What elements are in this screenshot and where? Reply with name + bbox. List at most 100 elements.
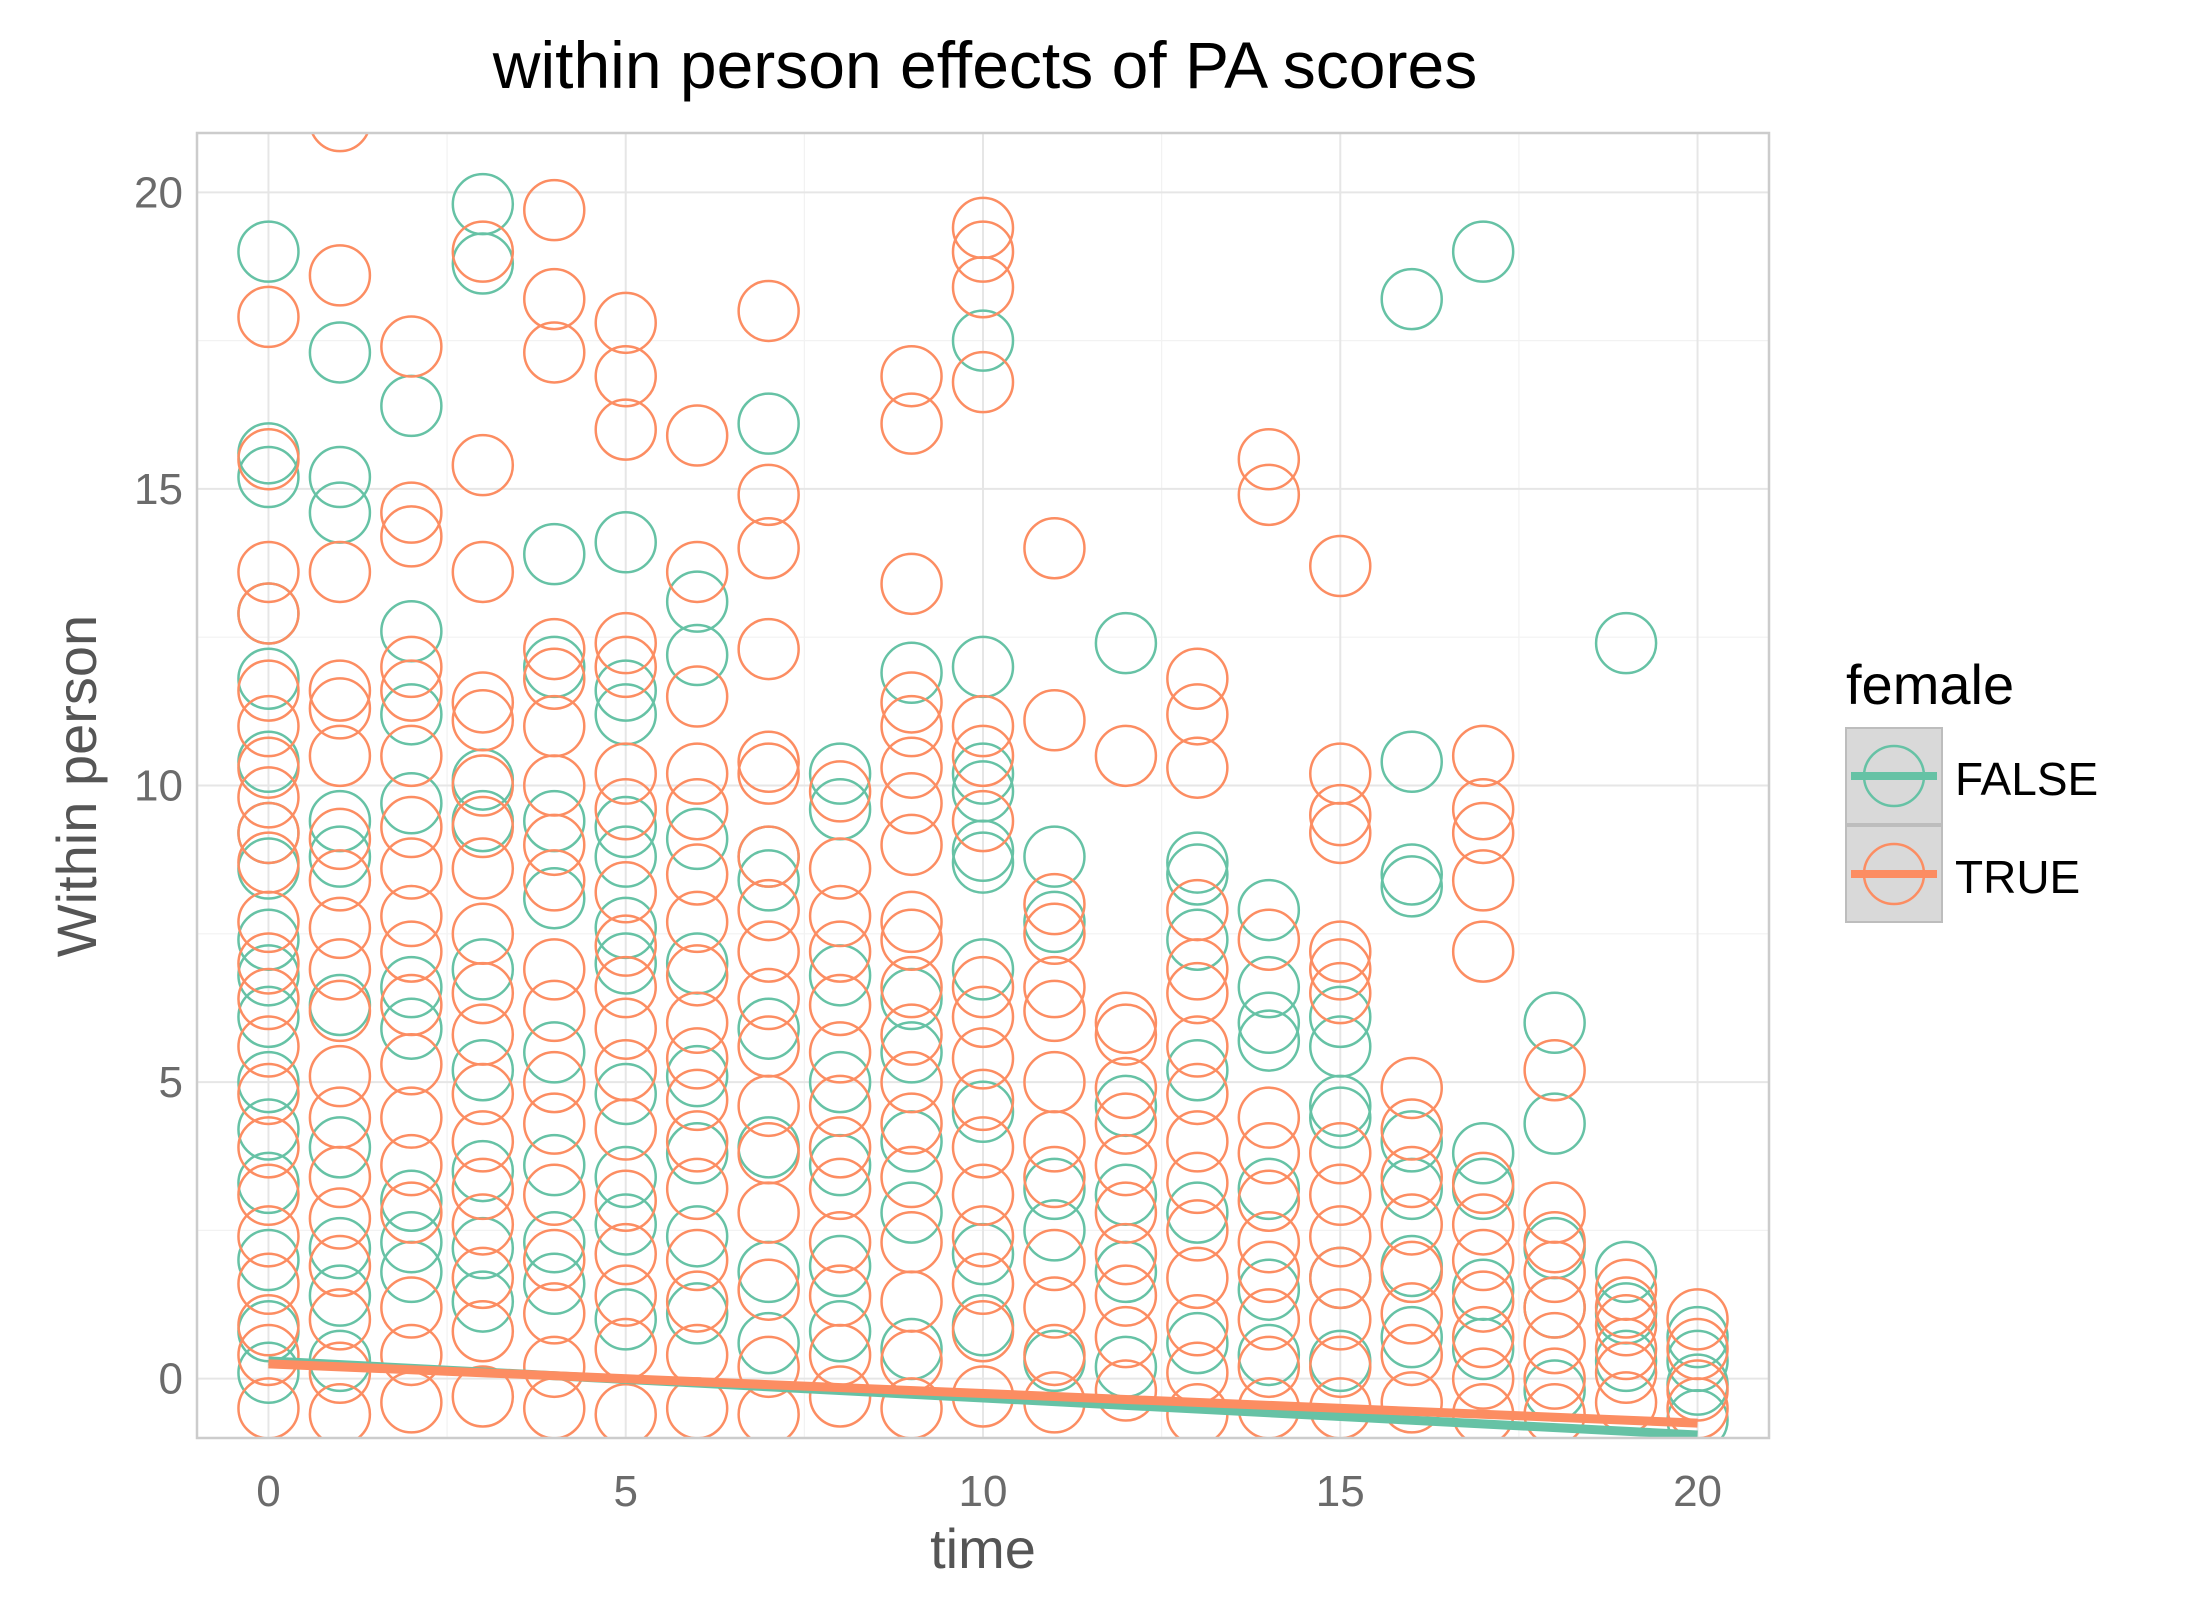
- data-point-false: [1380, 1305, 1443, 1369]
- data-point-true: [237, 1116, 300, 1179]
- data-point-true: [1237, 1211, 1301, 1274]
- data-point-false: [1380, 730, 1443, 794]
- data-point-true: [451, 671, 515, 734]
- data-point-true: [1094, 1305, 1158, 1369]
- data-point-true: [451, 837, 515, 900]
- data-point-true: [1451, 801, 1515, 865]
- data-point-true: [951, 220, 1015, 283]
- data-point-true: [380, 1086, 443, 1149]
- data-point-true: [1309, 801, 1372, 865]
- data-point-true: [308, 677, 372, 740]
- data-point-false: [951, 819, 1015, 882]
- data-point-true: [523, 1092, 586, 1155]
- data-point-false: [1594, 611, 1658, 675]
- data-point-true: [523, 321, 586, 384]
- data-point-true: [665, 1110, 729, 1173]
- data-point-false: [380, 955, 443, 1019]
- data-point-true: [451, 220, 515, 283]
- legend-title: female: [1846, 653, 2014, 716]
- data-point-false: [594, 511, 657, 574]
- data-point-true: [880, 890, 943, 954]
- data-point-true: [665, 1157, 729, 1221]
- data-point-true: [1309, 1163, 1372, 1227]
- data-point-false: [737, 1311, 800, 1375]
- data-point-true: [237, 890, 300, 954]
- data-point-true: [808, 1211, 872, 1274]
- data-point-true: [451, 754, 515, 817]
- data-point-true: [1166, 647, 1229, 710]
- data-point-true: [1237, 1122, 1301, 1185]
- data-point-true: [737, 967, 800, 1031]
- data-point-false: [380, 683, 443, 746]
- data-point-false: [237, 1151, 300, 1215]
- data-point-true: [594, 344, 657, 408]
- data-point-false: [951, 938, 1015, 1001]
- data-point-true: [1094, 1222, 1158, 1286]
- data-point-true: [808, 1157, 872, 1221]
- data-point-true: [1094, 1056, 1158, 1120]
- data-point-false: [237, 220, 300, 283]
- data-point-true: [523, 617, 586, 681]
- data-point-true: [1237, 1086, 1301, 1149]
- data-point-true: [880, 736, 943, 799]
- data-point-true: [880, 552, 943, 616]
- data-point-true: [237, 967, 300, 1031]
- data-point-false: [1166, 1181, 1229, 1244]
- data-point-true: [880, 1377, 943, 1438]
- data-point-true: [594, 742, 657, 805]
- data-point-false: [308, 825, 372, 888]
- data-point-true: [1523, 1311, 1586, 1375]
- data-point-false: [1237, 1009, 1301, 1072]
- data-point-true: [880, 908, 943, 971]
- data-point-false: [1023, 825, 1086, 888]
- data-point-true: [451, 1299, 515, 1363]
- data-point-false: [737, 997, 800, 1060]
- data-point-true: [665, 1228, 729, 1292]
- data-point-true: [237, 1062, 300, 1126]
- data-point-true: [237, 1205, 300, 1268]
- data-point-true: [380, 1323, 443, 1387]
- data-point-true: [951, 255, 1015, 319]
- data-point-true: [1166, 1015, 1229, 1078]
- data-point-true: [1023, 1323, 1086, 1387]
- data-point-false: [1237, 991, 1301, 1055]
- data-point-true: [1166, 1294, 1229, 1357]
- x-tick-label: 0: [256, 1467, 280, 1516]
- data-point-true: [594, 777, 657, 841]
- data-point-false: [237, 1050, 300, 1114]
- data-point-true: [308, 1341, 372, 1404]
- data-point-false: [737, 392, 800, 455]
- data-point-true: [1023, 516, 1086, 580]
- data-point-true: [308, 979, 372, 1043]
- data-point-false: [1451, 220, 1515, 283]
- data-point-true: [380, 837, 443, 900]
- data-point-true: [737, 1181, 800, 1244]
- data-point-false: [880, 641, 943, 705]
- data-point-true: [737, 742, 800, 805]
- data-point-false: [1666, 1305, 1729, 1369]
- data-point-false: [1023, 1199, 1086, 1262]
- data-point-false: [665, 1122, 729, 1185]
- data-point-true: [380, 659, 443, 722]
- data-point-true: [451, 540, 515, 604]
- data-point-true: [665, 1068, 729, 1132]
- data-point-true: [594, 1098, 657, 1161]
- trend-line-true: [268, 1359, 1698, 1428]
- data-point-false: [1237, 878, 1301, 942]
- data-point-false: [1166, 843, 1229, 906]
- data-point-true: [808, 1021, 872, 1084]
- data-point-false: [308, 321, 372, 384]
- data-point-true: [451, 689, 515, 752]
- data-point-true: [237, 1294, 300, 1357]
- data-point-true: [1023, 872, 1086, 936]
- data-point-true: [1023, 1145, 1086, 1209]
- data-point-true: [523, 1335, 586, 1399]
- data-point-false: [237, 647, 300, 710]
- data-point-true: [308, 807, 372, 871]
- data-point-true: [594, 914, 657, 977]
- x-tick-label: 15: [1316, 1467, 1365, 1516]
- data-point-true: [1451, 1347, 1515, 1410]
- series-true: [237, 133, 1729, 1438]
- data-point-false: [1237, 1323, 1301, 1387]
